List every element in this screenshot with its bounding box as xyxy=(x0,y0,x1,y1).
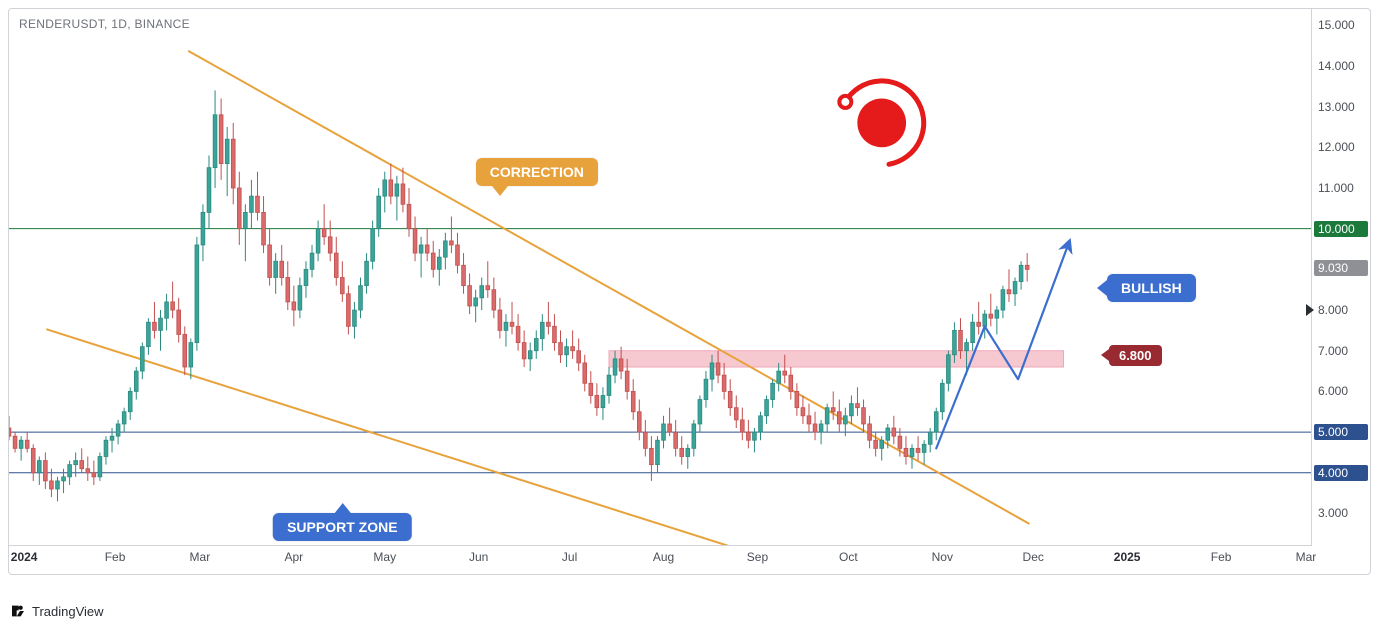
xaxis-tick: Sep xyxy=(747,550,768,564)
xaxis-tick: Jun xyxy=(469,550,488,564)
callout-label: CORRECTION xyxy=(476,158,598,186)
callout-label: SUPPORT ZONE xyxy=(273,513,411,541)
price-annotation: 6.800 xyxy=(1109,345,1162,366)
chart-plot-area[interactable]: CORRECTION SUPPORT ZONE BULLISH 6.800 xyxy=(9,9,1312,546)
time-axis[interactable]: 2024 Feb Mar Apr May Jun Jul Aug Sep Oct Nov Dec 202… xyxy=(9,545,1312,574)
yaxis-tick: 3.000 xyxy=(1318,506,1348,520)
xaxis-tick: Mar xyxy=(1296,550,1317,564)
yaxis-tick: 13.000 xyxy=(1318,100,1355,114)
xaxis-tick: Jul xyxy=(562,550,577,564)
yaxis-tick: 8.000 xyxy=(1318,303,1348,317)
xaxis-tick: 2025 xyxy=(1114,550,1141,564)
price-flag: 10.000 xyxy=(1314,221,1368,237)
price-flag: 9.030 xyxy=(1314,260,1368,276)
yaxis-tick: 14.000 xyxy=(1318,59,1355,73)
xaxis-tick: Mar xyxy=(190,550,211,564)
yaxis-tick: 15.000 xyxy=(1318,18,1355,32)
price-flag: 4.000 xyxy=(1314,465,1368,481)
xaxis-tick: Oct xyxy=(839,550,858,564)
xaxis-tick: Dec xyxy=(1023,550,1044,564)
xaxis-tick: Aug xyxy=(653,550,674,564)
xaxis-tick: Feb xyxy=(105,550,126,564)
yaxis-tick: 7.000 xyxy=(1318,344,1348,358)
watermark-text: TradingView xyxy=(32,604,104,619)
callout-label: BULLISH xyxy=(1107,274,1196,302)
tradingview-logo-icon xyxy=(10,603,26,619)
xaxis-tick: May xyxy=(373,550,396,564)
price-cursor-icon xyxy=(1306,304,1314,316)
tradingview-watermark: TradingView xyxy=(10,603,104,619)
xaxis-tick: 2024 xyxy=(11,550,38,564)
xaxis-tick: Feb xyxy=(1211,550,1232,564)
xaxis-tick: Nov xyxy=(932,550,953,564)
yaxis-tick: 12.000 xyxy=(1318,140,1355,154)
price-flag: 5.000 xyxy=(1314,424,1368,440)
xaxis-tick: Apr xyxy=(284,550,303,564)
chart-frame: RENDERUSDT, 1D, BINANCE CORRECTIONSUPPOR… xyxy=(8,8,1371,575)
yaxis-tick: 11.000 xyxy=(1318,181,1354,195)
yaxis-tick: 6.000 xyxy=(1318,384,1348,398)
price-axis[interactable]: 15.000 14.000 13.000 12.000 11.000 10.000 8.00… xyxy=(1311,9,1370,546)
